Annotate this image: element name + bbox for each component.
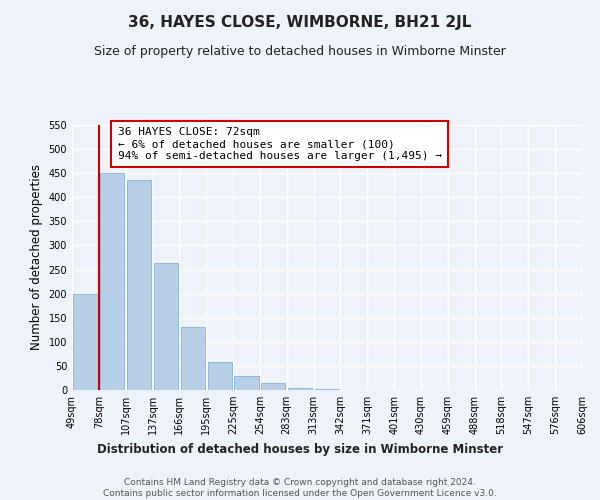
Bar [127,180,151,390]
Text: Contains HM Land Registry data © Crown copyright and database right 2024.
Contai: Contains HM Land Registry data © Crown c… [103,478,497,498]
Bar [73,294,97,390]
Text: 36 HAYES CLOSE: 72sqm
← 6% of detached houses are smaller (100)
94% of semi-deta: 36 HAYES CLOSE: 72sqm ← 6% of detached h… [118,128,442,160]
Bar [288,388,312,390]
Text: Distribution of detached houses by size in Wimborne Minster: Distribution of detached houses by size … [97,442,503,456]
Bar [181,328,205,390]
Bar [315,389,339,390]
Bar [154,264,178,390]
Text: Size of property relative to detached houses in Wimborne Minster: Size of property relative to detached ho… [94,45,506,58]
Bar [100,173,124,390]
Bar [261,383,286,390]
Bar [235,376,259,390]
Y-axis label: Number of detached properties: Number of detached properties [30,164,43,350]
Bar [208,362,232,390]
Text: 36, HAYES CLOSE, WIMBORNE, BH21 2JL: 36, HAYES CLOSE, WIMBORNE, BH21 2JL [128,15,472,30]
